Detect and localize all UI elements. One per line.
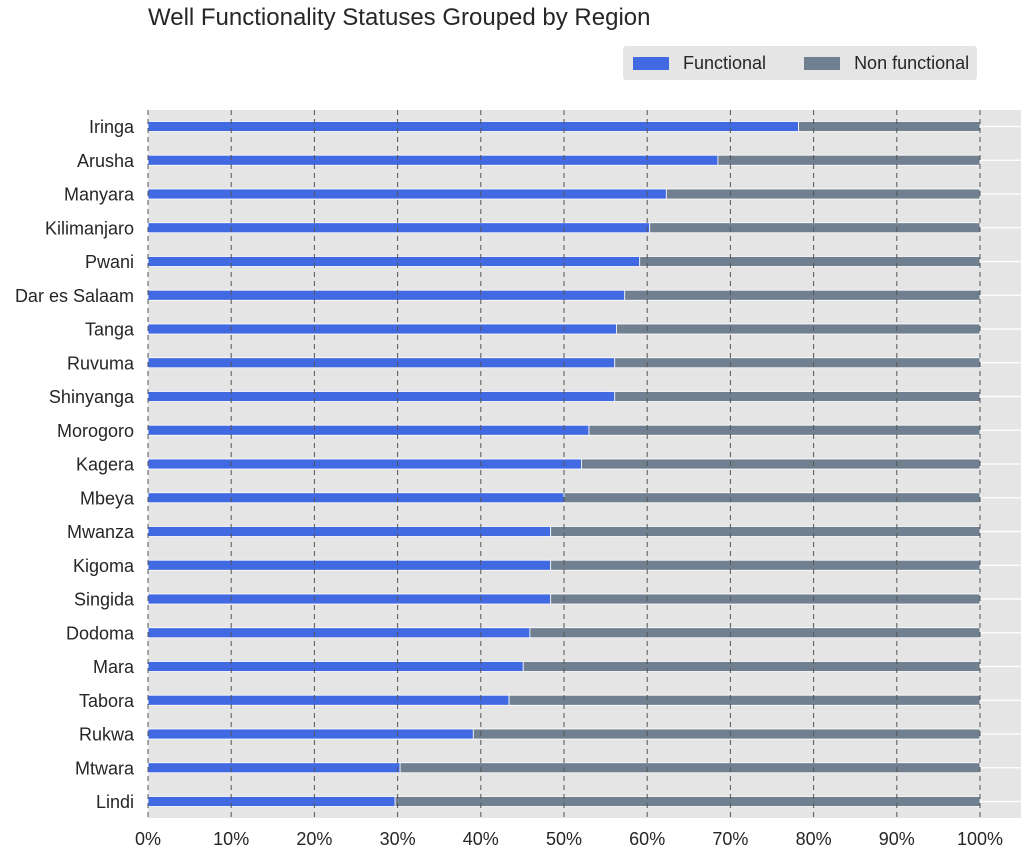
bar-functional xyxy=(147,728,474,740)
bar-functional xyxy=(147,424,590,436)
bar-non-functional xyxy=(614,391,981,402)
bar-functional xyxy=(147,154,719,166)
y-tick-label: Singida xyxy=(74,590,135,610)
bar-functional xyxy=(147,661,524,672)
bar-functional xyxy=(147,762,401,774)
y-tick-label: Kilimanjaro xyxy=(45,218,134,238)
y-tick-label: Manyara xyxy=(64,185,135,205)
legend-label-functional: Functional xyxy=(683,52,767,73)
x-tick-label: 80% xyxy=(796,829,832,849)
legend-swatch-non-functional xyxy=(804,56,841,70)
y-tick-label: Tanga xyxy=(85,320,135,340)
y-tick-label: Shinyanga xyxy=(49,387,135,407)
bar-non-functional xyxy=(394,796,981,807)
bar-functional xyxy=(147,492,565,504)
y-tick-label: Lindi xyxy=(96,792,134,812)
bar-functional xyxy=(147,458,582,470)
bar-functional xyxy=(147,559,552,571)
legend-swatch-functional xyxy=(633,56,669,70)
bar-functional xyxy=(147,627,531,639)
y-tick-label: Morogoro xyxy=(57,421,134,441)
bar-functional xyxy=(147,289,626,301)
bar-functional xyxy=(147,694,510,706)
bar-non-functional xyxy=(639,256,981,267)
x-tick-label: 30% xyxy=(380,829,416,849)
bar-non-functional xyxy=(472,728,981,740)
bar-non-functional xyxy=(508,694,981,706)
chart-title: Well Functionality Statuses Grouped by R… xyxy=(148,4,651,31)
legend-item-functional: Functional xyxy=(633,53,766,74)
bar-non-functional xyxy=(550,593,981,605)
x-tick-label: 20% xyxy=(296,829,332,849)
bar-non-functional xyxy=(588,424,981,436)
bar-non-functional xyxy=(550,526,981,537)
y-tick-label: Dodoma xyxy=(66,623,135,643)
y-tick-label: Mara xyxy=(93,657,135,677)
bar-functional xyxy=(147,391,616,402)
y-tick-label: Rukwa xyxy=(79,725,135,745)
y-tick-label: Tabora xyxy=(79,691,135,711)
x-tick-label: 90% xyxy=(879,829,915,849)
x-tick-label: 0% xyxy=(135,829,161,849)
bar-functional xyxy=(147,323,617,335)
bar-non-functional xyxy=(649,222,981,234)
bar-non-functional xyxy=(624,289,981,301)
y-tick-label: Kagera xyxy=(76,455,135,475)
bar-functional xyxy=(147,593,552,605)
bar-functional xyxy=(147,222,651,234)
bar-functional xyxy=(147,357,616,369)
x-tick-label: 10% xyxy=(213,829,249,849)
x-tick-label: 40% xyxy=(463,829,499,849)
y-tick-label: Pwani xyxy=(85,252,134,272)
bar-functional xyxy=(147,121,800,132)
bar-non-functional xyxy=(550,559,981,571)
bar-non-functional xyxy=(798,121,981,132)
x-tick-label: 50% xyxy=(546,829,582,849)
bar-non-functional xyxy=(665,188,981,200)
bar-non-functional xyxy=(616,323,981,335)
bar-non-functional xyxy=(581,458,981,470)
bar-non-functional xyxy=(399,762,981,774)
legend-item-non-functional: Non functional xyxy=(804,53,969,74)
y-tick-label: Mtwara xyxy=(75,758,135,778)
legend: Functional Non functional xyxy=(623,46,977,80)
bar-functional xyxy=(147,188,667,200)
y-tick-label: Dar es Salaam xyxy=(15,286,134,306)
y-tick-label: Kigoma xyxy=(73,556,135,576)
bar-non-functional xyxy=(614,357,981,369)
x-tick-label: 100% xyxy=(957,829,1003,849)
bar-functional xyxy=(147,256,641,267)
y-tick-label: Mwanza xyxy=(67,522,135,542)
x-tick-label: 60% xyxy=(629,829,665,849)
x-tick-label: 70% xyxy=(712,829,748,849)
y-tick-label: Ruvuma xyxy=(67,353,135,373)
legend-label-non-functional: Non functional xyxy=(854,52,970,73)
y-tick-label: Iringa xyxy=(89,117,135,137)
bar-non-functional xyxy=(717,154,981,166)
bar-functional xyxy=(147,526,552,537)
y-tick-label: Mbeya xyxy=(80,488,135,508)
y-tick-label: Arusha xyxy=(77,151,135,171)
bar-non-functional xyxy=(563,492,981,504)
bar-functional xyxy=(147,796,396,807)
bar-non-functional xyxy=(522,661,981,672)
bar-non-functional xyxy=(529,627,981,639)
